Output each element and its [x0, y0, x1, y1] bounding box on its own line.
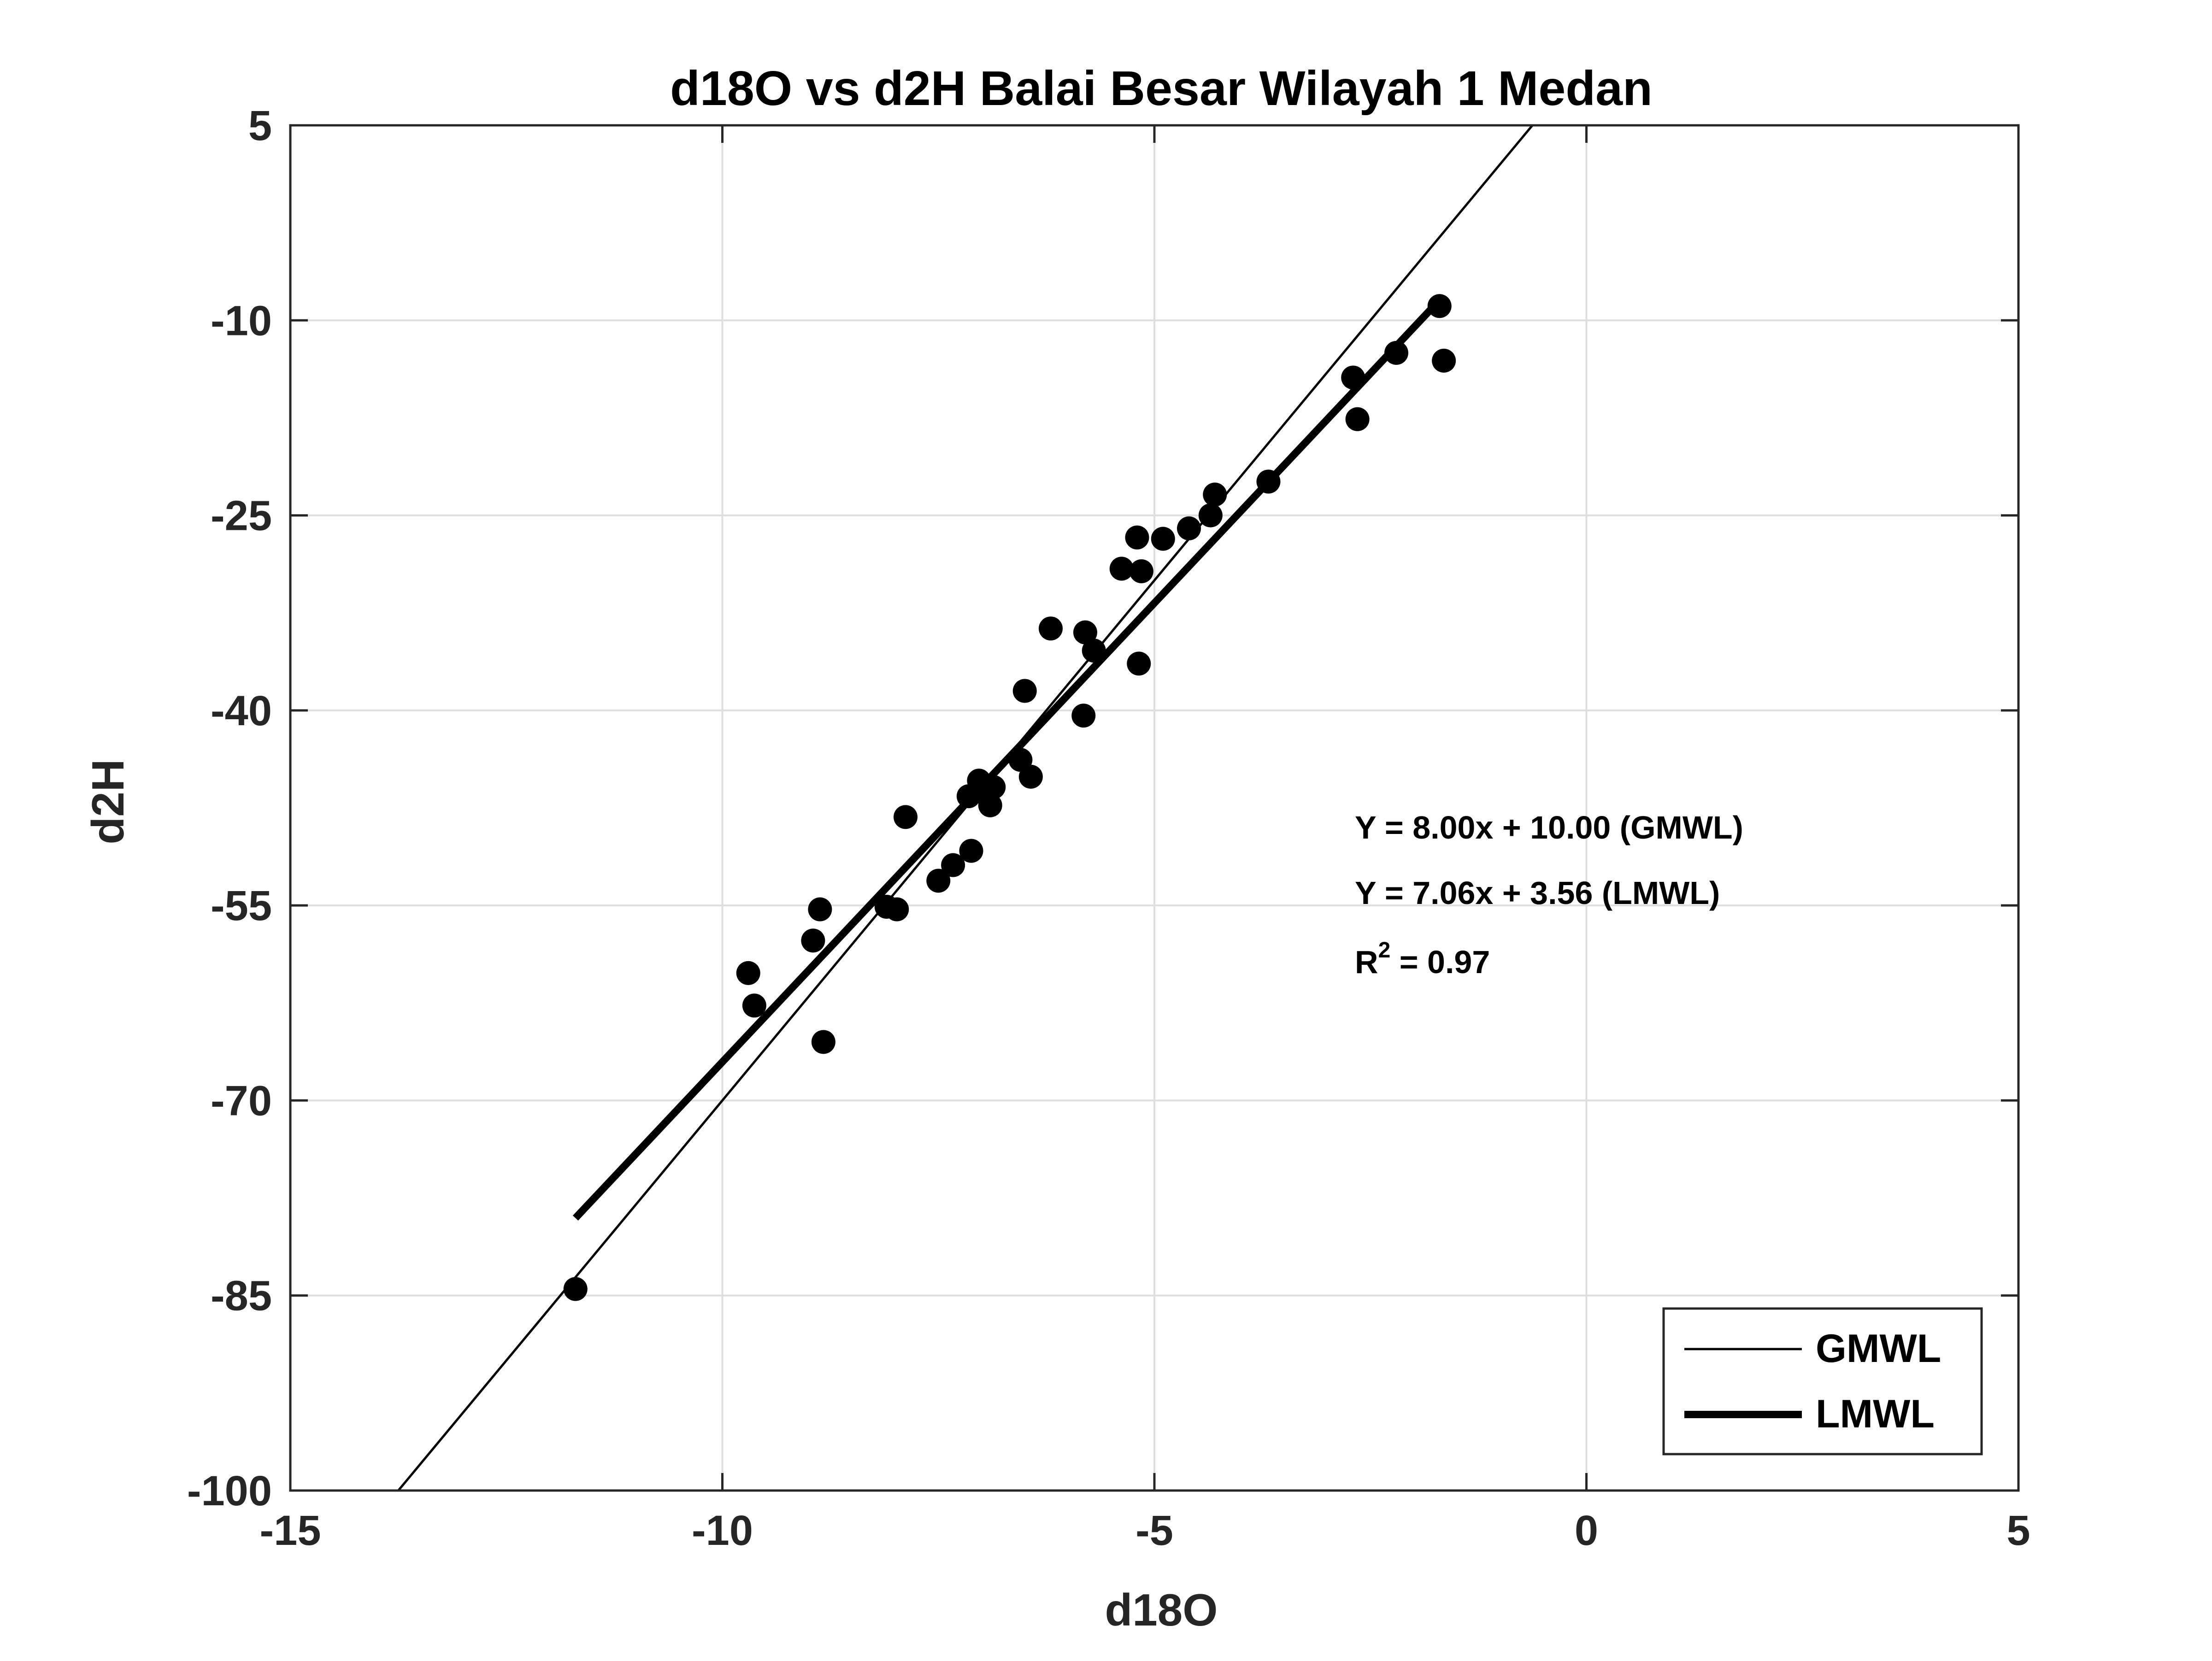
x-tick-label: -5	[1135, 1507, 1173, 1554]
series-layer	[397, 124, 1534, 1491]
y-tick-label: -25	[211, 493, 272, 540]
data-point	[801, 928, 825, 953]
data-point	[1109, 557, 1134, 581]
x-tick-label: 0	[1575, 1507, 1598, 1554]
r-squared-superscript: 2	[1378, 938, 1391, 963]
data-point	[736, 961, 760, 985]
y-tick-label: -10	[211, 297, 272, 344]
data-point	[978, 793, 1002, 817]
data-point	[1384, 340, 1408, 365]
x-tick-label: -10	[692, 1507, 753, 1554]
data-point	[1427, 294, 1452, 318]
y-axis-label: d2H	[82, 759, 133, 844]
data-point	[1039, 616, 1063, 641]
legend: GMWL LMWL	[1662, 1307, 1983, 1456]
data-point	[1151, 527, 1175, 551]
lmwl-equation: Y = 7.06x + 3.56 (LMWL)	[1355, 875, 1720, 911]
chart-title: d18O vs d2H Balai Besar Wilayah 1 Medan	[670, 61, 1653, 116]
equation-annotations: Y = 8.00x + 10.00 (GMWL) Y = 7.06x + 3.5…	[1355, 810, 1743, 980]
data-point	[563, 1277, 588, 1301]
grid	[289, 124, 2019, 1491]
data-point	[1203, 482, 1227, 507]
y-tick-label: -70	[211, 1077, 272, 1124]
data-point	[1082, 639, 1106, 663]
y-tick-label: -100	[187, 1467, 272, 1514]
data-point	[894, 805, 918, 829]
data-point	[982, 775, 1006, 799]
data-point	[941, 853, 965, 877]
r-squared-suffix: = 0.97	[1390, 944, 1490, 980]
data-point	[1256, 470, 1281, 494]
lmwl-line	[572, 306, 1434, 1221]
data-point	[1177, 516, 1201, 540]
data-point	[1345, 407, 1370, 431]
y-tick-label: 5	[248, 102, 272, 149]
r-squared-label: R2 = 0.97	[1355, 938, 1490, 980]
data-point	[1125, 525, 1149, 550]
data-point	[1018, 764, 1043, 789]
x-tick-label: -15	[260, 1507, 321, 1554]
data-point	[1012, 679, 1037, 703]
y-tick-label: -40	[211, 687, 272, 734]
data-point	[808, 897, 832, 921]
x-axis-label: d18O	[1105, 1585, 1218, 1635]
data-point	[885, 897, 909, 921]
legend-label-gmwl: GMWL	[1816, 1326, 1941, 1371]
y-tick-label: -55	[211, 882, 272, 929]
data-point	[742, 993, 766, 1018]
ticks: -15 -10 -5 0 5 -100 -85 -70 -55 -40 -25 -10 5	[187, 102, 2030, 1554]
data-point	[1127, 651, 1151, 676]
r-squared-prefix: R	[1355, 944, 1378, 980]
data-point	[1341, 365, 1365, 390]
legend-box	[1662, 1307, 1983, 1456]
data-point	[926, 869, 951, 893]
gmwl-equation: Y = 8.00x + 10.00 (GMWL)	[1355, 810, 1743, 845]
data-point	[1198, 503, 1223, 528]
data-point	[1129, 559, 1153, 583]
data-point	[1073, 620, 1097, 645]
x-tick-label: 5	[2006, 1507, 2030, 1554]
data-point	[1071, 704, 1096, 728]
data-point	[811, 1030, 835, 1054]
legend-label-lmwl: LMWL	[1816, 1392, 1935, 1436]
y-tick-label: -85	[211, 1273, 272, 1320]
data-point	[959, 839, 983, 863]
data-point	[1432, 348, 1456, 373]
